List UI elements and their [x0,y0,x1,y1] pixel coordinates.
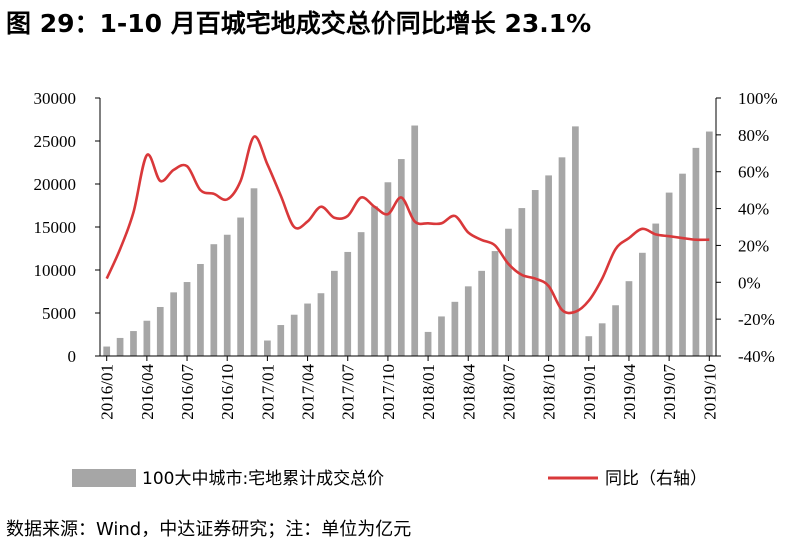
legend-bar-label: 100大中城市:宅地累计成交总价 [142,469,384,489]
left-tick-label: 30000 [34,89,77,108]
x-tick-label: 2018/01 [419,364,438,420]
bar-2018/05 [478,270,485,356]
bar-2016/11 [237,217,244,356]
bar-2016/05 [156,306,164,356]
right-tick-label: -20% [738,310,775,329]
right-tick-label: 40% [738,200,769,219]
right-tick-label: 60% [738,163,769,182]
bar-2016/01 [103,346,111,356]
bar-2019/08 [679,173,686,356]
bar-2017/05 [317,293,325,356]
x-tick-label: 2019/10 [700,364,719,420]
bar-2017/11 [397,159,405,356]
x-tick-label: 2018/10 [540,364,559,420]
x-axis-ticks: 2016/01 2016/04 2016/07 2016/10 2017/01 2017/… [98,356,719,420]
legend-bar-swatch [72,469,136,487]
bar-2018/03 [451,301,459,356]
x-tick-label: 2019/07 [660,364,679,420]
x-tick-label: 2017/07 [339,364,358,420]
bar-2016/07 [183,282,191,356]
bar-2017/01 [264,340,271,356]
bar-2018/12 [572,126,579,356]
line-series-layer [105,135,710,315]
x-tick-label: 2018/07 [499,364,518,420]
bar-2018/06 [491,251,499,356]
bar-2017/03 [290,314,298,356]
bar-2018/10 [545,175,552,356]
left-y-axis-ticks: 0 5000 10000 15000 20000 25000 30000 [34,89,100,366]
bar-2016/03 [130,331,137,356]
x-tick-label: 2019/04 [620,364,639,420]
bar-2017/04 [304,303,311,356]
x-tick-label: 2017/04 [299,364,318,420]
bar-2016/06 [170,292,177,356]
left-tick-label: 15000 [34,218,77,237]
bar-2017/10 [384,182,392,356]
left-tick-label: 10000 [34,261,77,280]
bar-2016/09 [210,244,218,356]
bar-series [103,125,713,357]
legend-line-label: 同比（右轴） [605,469,707,489]
bar-2019/02 [598,323,606,356]
bar-2019/06 [652,223,660,356]
bar-2016/02 [116,337,124,356]
left-tick-label: 5000 [42,304,76,323]
left-tick-label: 0 [68,347,77,366]
bar-2019/01 [585,336,593,356]
x-tick-label: 2016/10 [218,364,237,420]
yoy-line [105,135,710,315]
bar-2017/06 [331,270,338,356]
bar-2019/10 [705,131,713,356]
bar-2019/05 [639,252,646,356]
x-tick-label: 2017/10 [379,364,398,420]
bar-2019/04 [625,281,633,356]
bar-2019/07 [665,192,673,356]
bar-2018/11 [558,157,566,356]
bar-2018/01 [424,331,432,356]
x-tick-label: 2016/01 [98,364,117,420]
right-tick-label: 100% [738,89,778,108]
bar-2018/04 [464,286,472,356]
bar-2018/02 [438,316,445,356]
bar-2016/04 [143,320,151,356]
right-tick-label: 0% [738,273,761,292]
bar-2017/09 [371,206,378,356]
bar-2017/12 [411,125,419,357]
bar-2018/09 [531,190,539,356]
bar-2019/09 [692,147,700,356]
x-tick-label: 2016/04 [138,364,157,420]
bar-2017/08 [357,232,365,356]
bar-2016/08 [197,263,204,356]
bar-2018/07 [505,228,512,356]
bar-2018/08 [518,208,526,356]
bar-2017/07 [344,251,352,356]
left-tick-label: 25000 [34,132,77,151]
x-tick-label: 2016/07 [178,364,197,420]
figure-title: 图 29：1-10 月百城宅地成交总价同比增长 23.1% [6,9,592,38]
axes [99,98,717,357]
bar-2016/10 [223,234,231,356]
bar-2017/02 [277,325,285,356]
right-tick-label: 80% [738,126,769,145]
source-note: 数据来源：Wind，中达证券研究；注：单位为亿元 [6,519,412,540]
x-tick-label: 2019/01 [580,364,599,420]
right-y-axis-ticks: -40% -20% 0% 20% 40% 60% 80% 100% [716,89,778,366]
bar-2019/03 [612,305,619,356]
legend: 100大中城市:宅地累计成交总价 同比（右轴） [72,469,707,489]
left-tick-label: 20000 [34,175,77,194]
x-tick-label: 2017/01 [258,364,277,420]
right-tick-label: -40% [738,347,775,366]
x-tick-label: 2018/04 [459,364,478,420]
bar-2016/12 [250,188,258,356]
right-tick-label: 20% [738,236,769,255]
